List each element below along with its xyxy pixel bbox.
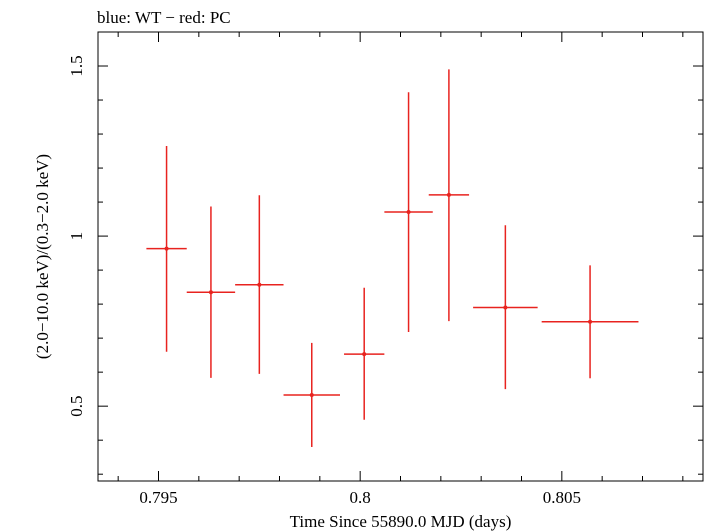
y-tick-label: 1.5 — [67, 55, 86, 76]
data-point — [541, 265, 639, 379]
data-point — [186, 206, 236, 378]
axis-ticks — [98, 31, 703, 481]
data-points — [146, 69, 639, 447]
point-marker — [503, 305, 508, 310]
point-marker — [257, 282, 262, 287]
data-point — [473, 225, 538, 390]
data-point — [384, 92, 433, 333]
data-point — [428, 69, 470, 322]
data-point — [283, 342, 340, 447]
point-marker — [309, 392, 314, 397]
chart-caption: blue: WT − red: PC — [97, 8, 231, 27]
point-marker — [208, 290, 213, 295]
data-point — [146, 145, 187, 352]
plot-frame — [97, 31, 704, 482]
y-axis-label: (2.0−10.0 keV)/(0.3−2.0 keV) — [33, 154, 52, 359]
y-tick-label: 1 — [67, 232, 86, 241]
x-tick-label: 0.795 — [139, 488, 177, 507]
data-point — [344, 287, 385, 420]
x-axis-label: Time Since 55890.0 MJD (days) — [290, 512, 512, 531]
x-tick-label: 0.8 — [350, 488, 371, 507]
point-marker — [406, 209, 411, 214]
axis-tick-labels: 0.795 0.8 0.805 0.5 1 1.5 — [67, 55, 581, 507]
point-marker — [588, 319, 593, 324]
y-tick-label: 0.5 — [67, 396, 86, 417]
point-marker — [164, 246, 169, 251]
point-marker — [362, 352, 367, 357]
data-point — [235, 195, 284, 374]
point-marker — [446, 192, 451, 197]
x-tick-label: 0.805 — [543, 488, 581, 507]
